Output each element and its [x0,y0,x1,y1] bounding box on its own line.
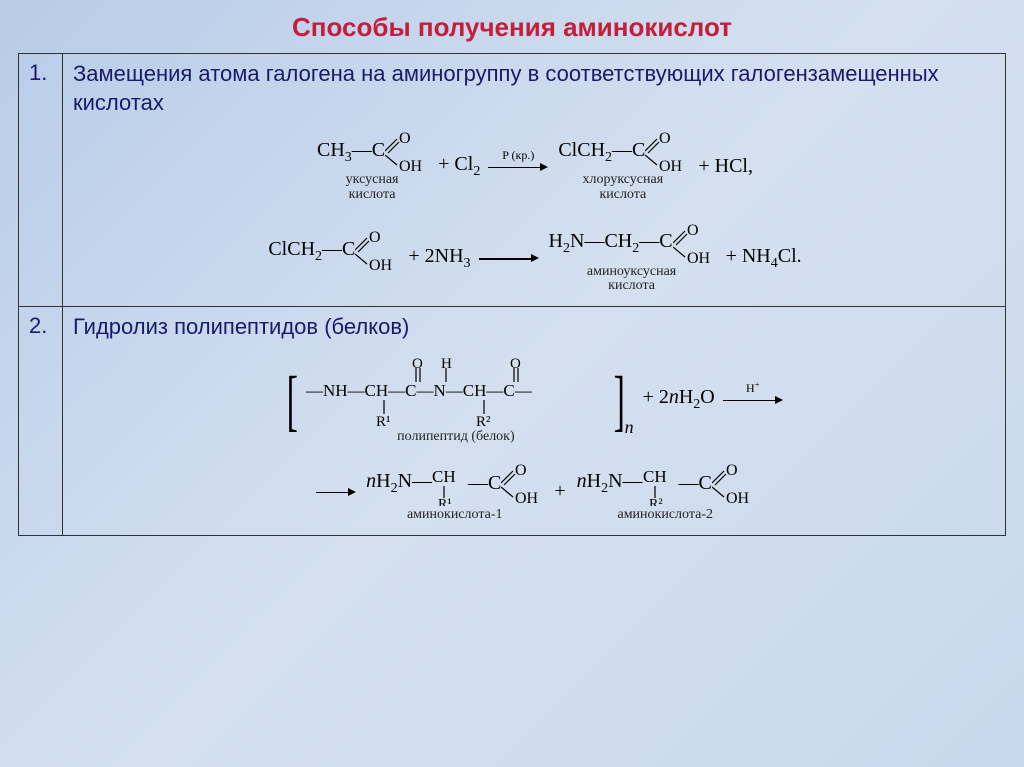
reaction-3-products: nH2N— CH R¹ —COOH аминокислота-1 + [73,454,995,529]
svg-text:R²: R² [649,497,663,506]
svg-text:O: O [726,463,738,479]
polypeptide-structure-icon: —NH—CH—C—N—CH—C— R¹ O [306,356,606,428]
product: nH2N— CH R² —COOH аминокислота-2 [577,460,754,523]
svg-text:R²: R² [476,414,491,428]
reaction-2: ClCH2—COOH + 2NH3 H2N—CH2—COOH аминоуксу… [73,217,995,300]
plus: + 2nH2O [638,386,715,413]
plus: + 2NH3 [403,245,470,272]
table-row: 1. Замещения атома галогена на аминогруп… [19,54,1006,307]
svg-text:O: O [687,223,699,239]
ch-r-group-icon: CH R¹ [432,460,468,506]
svg-text:R¹: R¹ [376,414,391,428]
svg-text:—NH—CH—C—N—CH—C—: —NH—CH—C—N—CH—C— [306,381,533,400]
compound-label: аминоуксуснаякислота [587,265,676,294]
svg-text:O: O [399,131,411,147]
method-text: Замещения атома галогена на аминогруппу … [73,60,995,117]
tail-text: + HCl, [693,155,753,178]
product: nH2N— CH R¹ —COOH аминокислота-1 [366,460,543,523]
svg-text:OH: OH [687,250,711,263]
method-number: 1. [19,54,63,307]
reactant: ClCH2—COOH [268,230,397,287]
svg-text:O: O [515,463,527,479]
arrow-label: H+ [723,380,783,396]
svg-text:O: O [510,356,521,372]
ch-r-group-icon: CH R² [643,460,679,506]
method-number: 2. [19,306,63,535]
slide-root: Способы получения аминокислот 1. Замещен… [0,0,1024,767]
subscript-n: n [625,417,634,438]
cooh-group-icon: O OH [501,463,543,503]
svg-text:O: O [659,131,671,147]
compound-label: полипептид (белок) [397,430,514,445]
cooh-group-icon: O OH [385,131,427,171]
cooh-group-icon: O OH [645,131,687,171]
compound-label: аминокислота-1 [407,508,503,523]
cooh-group-icon: O OH [712,463,754,503]
polypeptide-block: [ —NH—CH—C—N—CH—C— R¹ [281,356,633,445]
svg-text:OH: OH [726,490,750,503]
arrow-icon [316,482,356,502]
bracket-right-icon: ] [614,373,625,427]
svg-text:CH: CH [432,467,456,486]
tail-text: + NH4Cl. [721,245,802,272]
svg-text:O: O [412,356,423,372]
product: ClCH2—COOH хлоруксуснаякислота [558,131,687,202]
arrow-icon [479,248,539,268]
plus: + [549,480,570,503]
cooh-group-icon: O OH [355,230,397,270]
compound-label: хлоруксуснаякислота [583,173,664,202]
arrow-icon: H+ [723,390,783,410]
svg-text:OH: OH [659,158,683,171]
compound-label [331,272,335,287]
svg-text:O: O [369,230,381,246]
methods-table: 1. Замещения атома галогена на аминогруп… [18,53,1006,536]
plus: + Cl2 [433,153,480,180]
svg-text:OH: OH [369,257,393,270]
arrow-label: P (кр.) [488,148,548,163]
compound-label: аминокислота-2 [617,508,713,523]
cooh-group-icon: O OH [673,223,715,263]
compound-label: уксуснаякислота [346,173,399,202]
svg-text:OH: OH [515,490,539,503]
table-row: 2. Гидролиз полипептидов (белков) [ —NH—… [19,306,1006,535]
product: H2N—CH2—COOH аминоуксуснаякислота [549,223,715,294]
method-text: Гидролиз полипептидов (белков) [73,313,995,342]
slide-title: Способы получения аминокислот [18,12,1006,43]
method-cell: Гидролиз полипептидов (белков) [ —NH—CH—… [63,306,1006,535]
arrow-icon: P (кр.) [488,157,548,177]
reactant: CH3—COOH уксуснаякислота [317,131,427,202]
method-cell: Замещения атома галогена на аминогруппу … [63,54,1006,307]
svg-text:OH: OH [399,158,423,171]
svg-text:R¹: R¹ [438,497,452,506]
reaction-3: [ —NH—CH—C—N—CH—C— R¹ [73,350,995,451]
svg-text:H: H [441,356,452,372]
svg-text:CH: CH [643,467,667,486]
reaction-1: CH3—COOH уксуснаякислота + Cl2 P (кр.) C… [73,125,995,208]
bracket-left-icon: [ [287,373,298,427]
